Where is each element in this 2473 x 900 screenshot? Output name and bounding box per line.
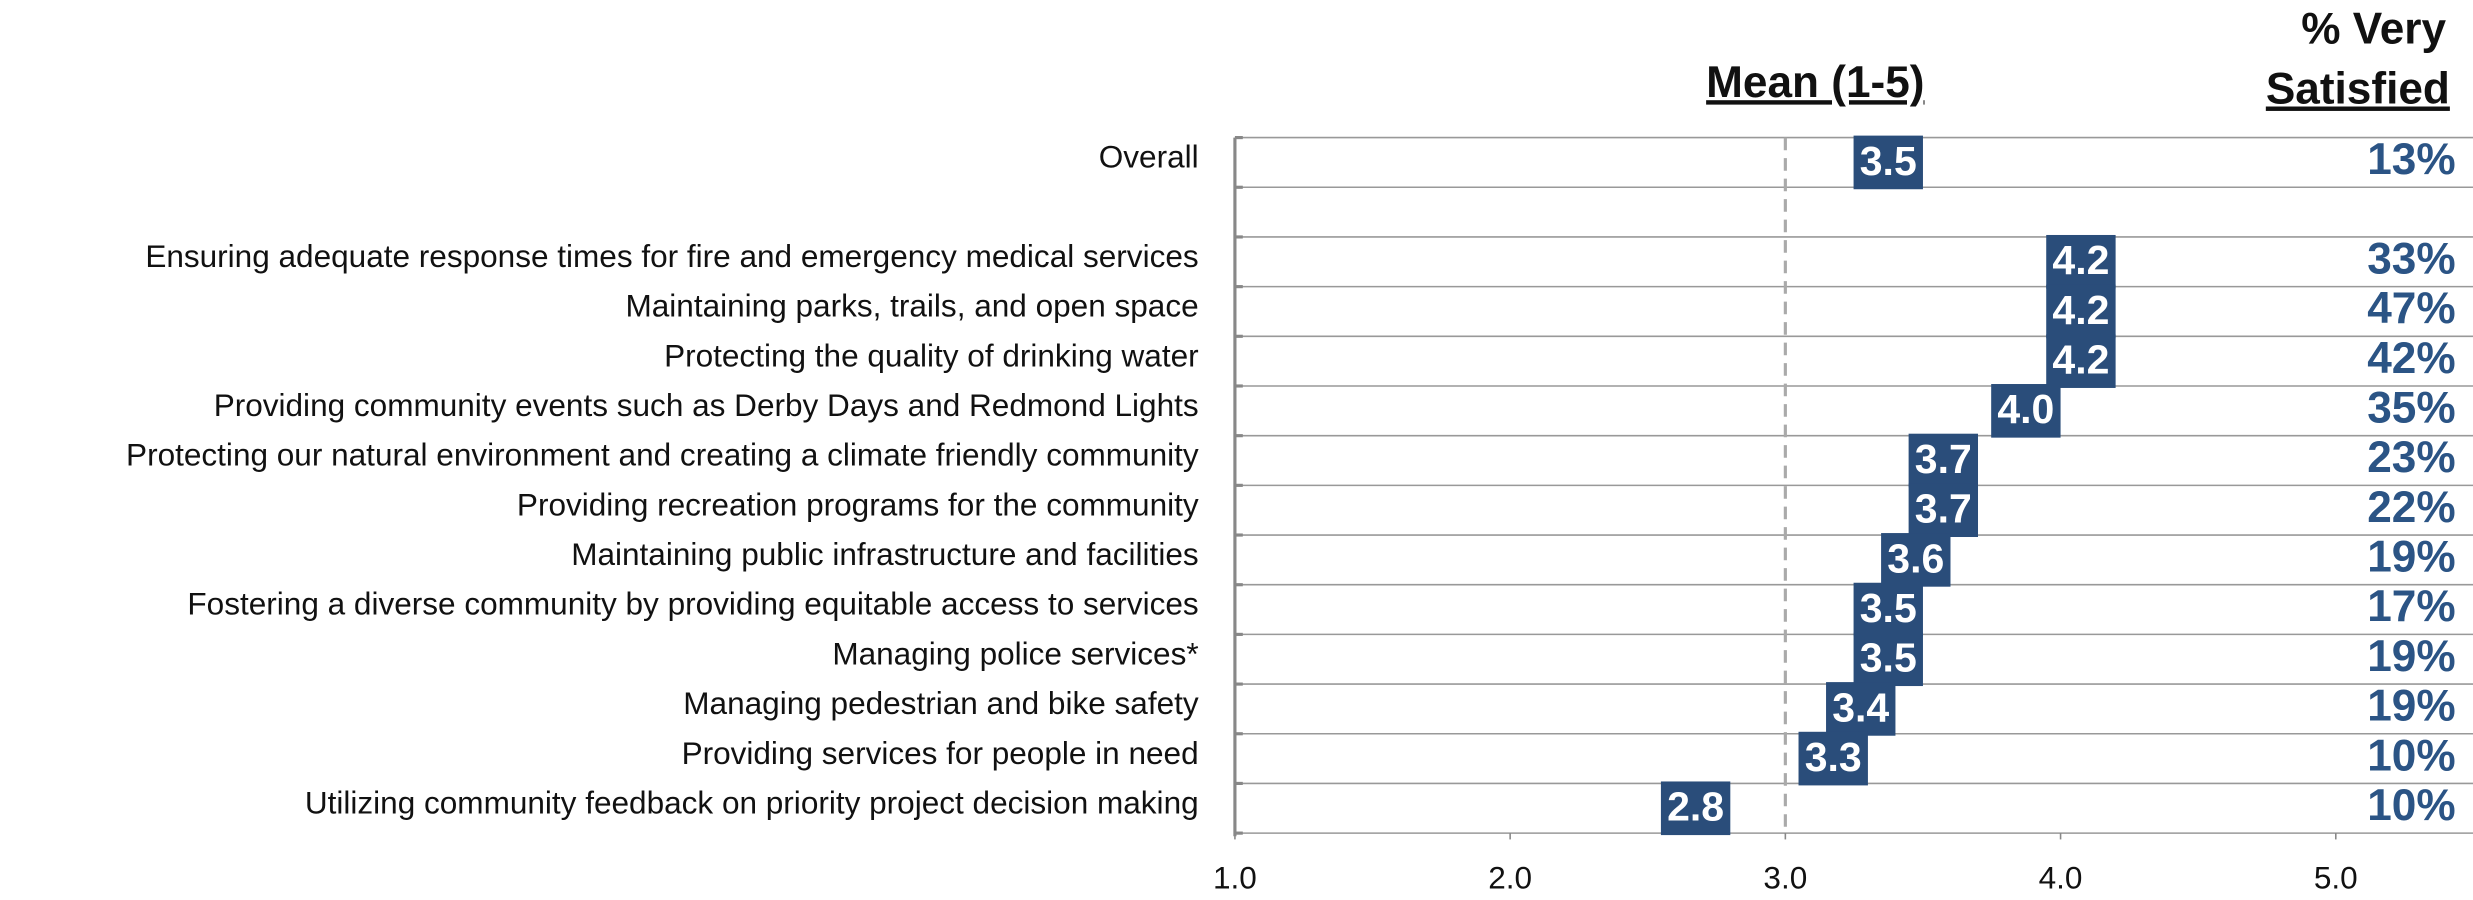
value-label: 3.3 (1805, 734, 1862, 780)
value-box (1798, 731, 1868, 786)
category-label: Managing police services* (832, 635, 1198, 671)
pct-label: 10% (2367, 781, 2455, 830)
pct-label: 42% (2367, 334, 2455, 383)
value-box (1853, 135, 1923, 190)
value-box (2046, 284, 2116, 339)
category-label: Maintaining public infrastructure and fa… (571, 536, 1198, 572)
value-box (1991, 384, 2061, 438)
pct-header: Satisfied (2266, 65, 2450, 114)
category-label: Providing services for people in need (682, 735, 1199, 771)
pct-label: 19% (2367, 533, 2455, 582)
category-label: Providing recreation programs for the co… (517, 486, 1199, 522)
category-label: Providing community events such as Derby… (214, 387, 1199, 423)
pct-label: 17% (2367, 582, 2455, 631)
x-tick-label: 2.0 (1488, 860, 1532, 895)
pct-label: 10% (2367, 731, 2455, 780)
value-label: 4.2 (2052, 337, 2109, 383)
chart-title: Mean (1-5) (1706, 58, 1924, 107)
category-label: Managing pedestrian and bike safety (683, 685, 1199, 721)
value-label: 3.5 (1860, 138, 1917, 184)
value-label: 4.2 (2052, 237, 2109, 283)
value-label: 4.0 (1997, 386, 2054, 432)
x-tick-label: 4.0 (2039, 860, 2083, 895)
pct-label: 19% (2367, 682, 2455, 731)
value-label: 4.2 (2052, 287, 2109, 333)
value-box (1660, 781, 1731, 836)
category-label: Maintaining parks, trails, and open spac… (625, 288, 1198, 324)
pct-label: 19% (2367, 632, 2455, 681)
value-box (2046, 334, 2116, 388)
value-label: 3.5 (1860, 635, 1917, 681)
value-box (1881, 533, 1951, 587)
value-label: 3.6 (1887, 535, 1944, 581)
value-box (2046, 234, 2116, 289)
pct-label: 23% (2367, 433, 2455, 482)
value-label: 3.4 (1832, 684, 1889, 730)
category-label: Fostering a diverse community by providi… (187, 586, 1198, 622)
x-tick-label: 5.0 (2314, 860, 2358, 895)
pct-label: 13% (2367, 135, 2455, 184)
value-box (1826, 682, 1896, 736)
value-box (1853, 632, 1923, 687)
category-label: Protecting our natural environment and c… (126, 437, 1199, 473)
value-label: 3.7 (1915, 436, 1972, 482)
value-box (1853, 582, 1923, 637)
pct-label: 22% (2367, 483, 2455, 532)
value-label: 2.8 (1667, 784, 1724, 830)
category-label: Utilizing community feedback on priority… (305, 784, 1199, 820)
value-box (1908, 483, 1979, 538)
category-label: Overall (1099, 139, 1199, 175)
pct-header: % Very (2301, 5, 2446, 54)
value-box (1908, 433, 1979, 488)
category-label: Ensuring adequate response times for fir… (145, 238, 1198, 274)
value-label: 3.5 (1860, 585, 1917, 631)
x-tick-label: 3.0 (1763, 860, 1807, 895)
pct-label: 35% (2367, 384, 2455, 433)
category-label: Protecting the quality of drinking water (664, 337, 1199, 373)
value-label: 3.7 (1915, 486, 1972, 532)
x-tick-label: 1.0 (1213, 860, 1257, 895)
pct-label: 47% (2367, 284, 2455, 333)
pct-label: 33% (2367, 234, 2455, 283)
